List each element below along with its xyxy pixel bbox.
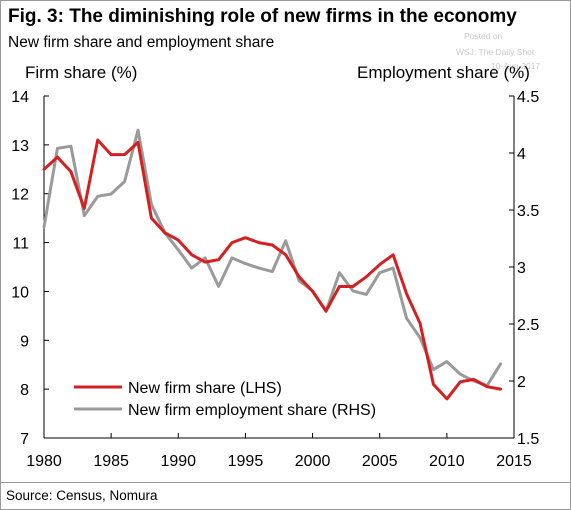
x-tick-label: 2005	[362, 453, 398, 470]
x-tick-label: 2015	[496, 453, 532, 470]
left-tick-label: 10	[11, 284, 29, 301]
right-axis-label: Employment share (%)	[357, 63, 530, 82]
right-tick-label: 4	[517, 146, 526, 163]
x-tick-label: 1980	[26, 453, 62, 470]
left-tick-label: 14	[11, 89, 29, 106]
x-tick-label: 1985	[93, 453, 129, 470]
series-line-new-firm-share	[42, 138, 503, 401]
left-tick-label: 7	[20, 431, 29, 448]
left-axis-label: Firm share (%)	[25, 63, 138, 82]
x-tick-label: 2010	[429, 453, 465, 470]
right-tick-label: 2	[517, 374, 526, 391]
x-tick-label: 1990	[160, 453, 196, 470]
left-tick-label: 8	[20, 382, 29, 399]
line-chart: 7 8 9 10 11 12 13 14 1.5 2 2.5 3 3.5 4 4.5 1980 1985 1990…	[11, 89, 539, 470]
right-tick-label: 1.5	[517, 431, 539, 448]
source-note: Source: Census, Nomura	[6, 488, 158, 503]
right-tick-label: 2.5	[517, 317, 539, 334]
watermark-posted: Posted on	[464, 31, 503, 41]
left-tick-label: 9	[20, 333, 29, 350]
watermark-source: WSJ: The Daily Shot	[456, 47, 535, 57]
figure-subtitle: New firm share and employment share	[8, 34, 275, 51]
figure-title: Fig. 3: The diminishing role of new firm…	[8, 6, 517, 27]
x-tick-label: 2000	[295, 453, 331, 470]
right-tick-label: 3	[517, 260, 526, 277]
legend-label: New firm employment share (RHS)	[128, 402, 376, 419]
watermark-date: 10-Aug-2017	[491, 61, 541, 71]
left-tick-label: 13	[11, 138, 29, 155]
legend-label: New firm share (LHS)	[128, 380, 282, 397]
left-tick-label: 12	[11, 187, 29, 204]
x-tick-label: 1995	[228, 453, 264, 470]
footer-divider	[1, 482, 570, 483]
right-tick-label: 4.5	[517, 89, 539, 106]
right-tick-label: 3.5	[517, 203, 539, 220]
left-tick-label: 11	[12, 236, 29, 253]
series-line-employment-share	[42, 128, 503, 388]
